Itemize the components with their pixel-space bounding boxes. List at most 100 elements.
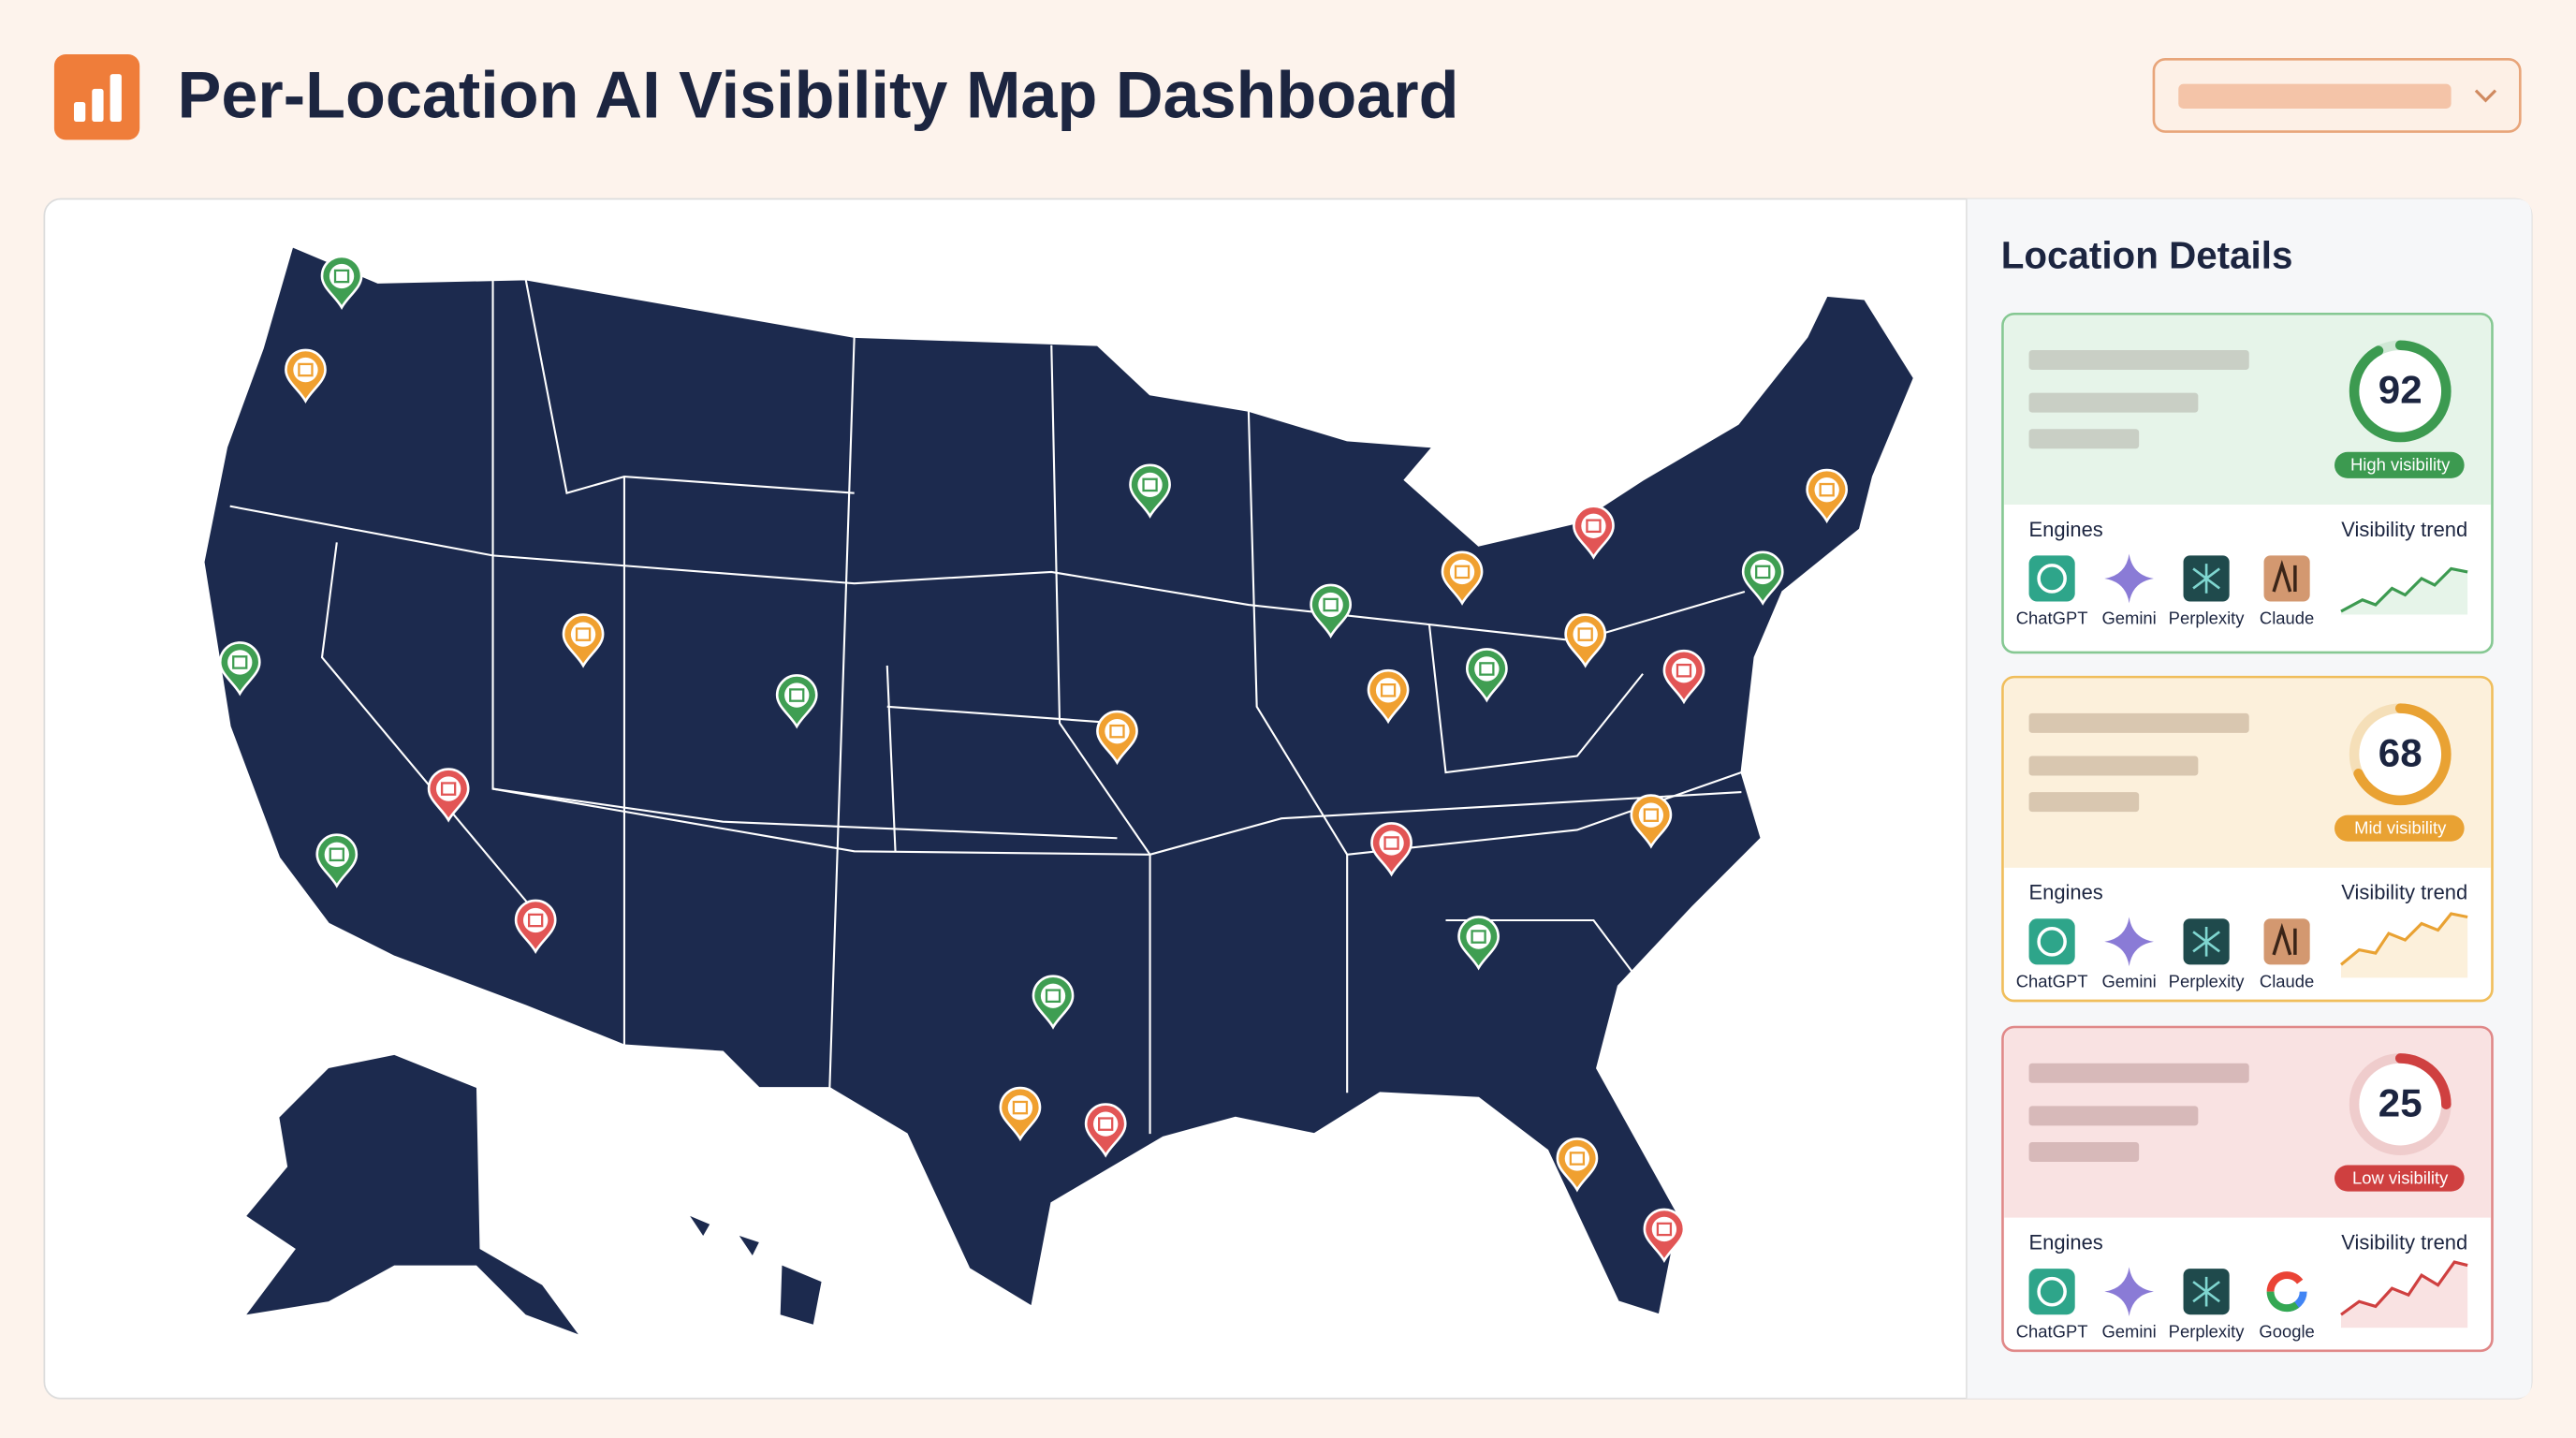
pin-center: [329, 263, 355, 289]
location-dropdown[interactable]: [2152, 58, 2522, 133]
pin-store-icon: [575, 627, 592, 641]
pin-center: [1449, 559, 1475, 585]
map-pin[interactable]: [514, 899, 557, 954]
trend-area: [2341, 1262, 2468, 1328]
map-pin[interactable]: [1564, 613, 1607, 668]
score-value: 25: [2378, 1080, 2422, 1124]
engine-glyph: [2266, 1291, 2299, 1313]
pin-center: [1814, 477, 1839, 503]
map-pin[interactable]: [1457, 916, 1500, 971]
engine-glyph: [2192, 564, 2220, 594]
engine-icon: [2104, 917, 2154, 967]
map-pin[interactable]: [1032, 975, 1075, 1030]
pin-store-icon: [1454, 565, 1471, 580]
map-pin[interactable]: [1662, 649, 1705, 705]
pin-store-icon: [1586, 519, 1602, 534]
location-pins: [218, 255, 1849, 1263]
map-pin[interactable]: [1370, 822, 1412, 877]
pin-center: [570, 622, 596, 647]
map-pin[interactable]: [1367, 668, 1410, 725]
pin-store-icon: [1380, 683, 1397, 697]
pin-store-icon: [298, 362, 314, 377]
pin-center: [1564, 1146, 1590, 1171]
map-pin[interactable]: [1310, 583, 1353, 639]
pin-store-icon: [1755, 565, 1771, 580]
map-pin[interactable]: [1096, 710, 1138, 766]
location-card[interactable]: 92 High visibility Engines Visibility trend…: [2001, 313, 2494, 654]
engine-icon: [2104, 1267, 2154, 1316]
pin-store-icon: [1819, 482, 1835, 497]
map-pin[interactable]: [315, 833, 359, 888]
status-label: Low visibility: [2352, 1167, 2449, 1187]
map-pin[interactable]: [320, 255, 363, 310]
map-pin[interactable]: [1806, 468, 1849, 524]
pin-store-icon: [1656, 1222, 1673, 1237]
engine-glyph: [2192, 1276, 2220, 1307]
location-card[interactable]: 68 Mid visibility Engines Visibility trend C…: [2001, 675, 2494, 1003]
map-pin[interactable]: [1129, 463, 1171, 519]
location-cards: 92 High visibility Engines Visibility trend…: [2001, 313, 2494, 1353]
map-pin[interactable]: [999, 1086, 1042, 1142]
map-pin[interactable]: [1573, 505, 1615, 560]
engines-label: Engines: [2029, 881, 2103, 904]
engine-name: Claude: [2260, 972, 2314, 991]
placeholder-text: [2028, 429, 2140, 449]
map-pin[interactable]: [1556, 1137, 1599, 1193]
pin-center: [1474, 656, 1500, 682]
panel-title: Location Details: [2001, 233, 2293, 276]
location-card[interactable]: 25 Low visibility Engines Visibility trend C…: [2001, 1025, 2494, 1353]
pin-center: [1651, 1216, 1677, 1242]
score-ring: [2349, 340, 2452, 443]
pin-center: [1466, 924, 1491, 949]
map-pin[interactable]: [218, 641, 261, 697]
engine-name: ChatGPT: [2016, 972, 2088, 991]
map-pin[interactable]: [1465, 648, 1508, 703]
pin-store-icon: [1323, 597, 1339, 612]
engine-name: Google: [2259, 1321, 2314, 1341]
trend-line: [2340, 566, 2468, 613]
pin-center: [1040, 983, 1066, 1008]
pin-store-icon: [440, 782, 457, 796]
map-pin[interactable]: [1441, 550, 1484, 606]
us-map: [202, 245, 1915, 1335]
pin-center: [1581, 513, 1606, 538]
pin-store-icon: [789, 688, 805, 702]
engine-name: Perplexity: [2169, 1321, 2246, 1341]
pin-store-icon: [232, 655, 248, 669]
pin-store-icon: [1098, 1117, 1114, 1131]
map-pin[interactable]: [285, 348, 327, 404]
pin-store-icon: [1045, 989, 1061, 1004]
engine-icon: [2028, 918, 2075, 965]
score-value: 68: [2378, 731, 2422, 775]
trend-label: Visibility trend: [2341, 518, 2467, 541]
map-pin[interactable]: [775, 674, 818, 729]
pin-center: [227, 650, 253, 675]
map-pin[interactable]: [1643, 1208, 1686, 1263]
pin-store-icon: [333, 269, 350, 284]
map-pin[interactable]: [1084, 1103, 1127, 1158]
engine-glyph: [2272, 922, 2297, 956]
trend-label: Visibility trend: [2341, 1231, 2467, 1255]
placeholder-text: [2028, 756, 2199, 776]
map-pin[interactable]: [1630, 794, 1673, 849]
engine-name: Perplexity: [2169, 609, 2246, 628]
placeholder-text: [2028, 712, 2249, 733]
engine-icon: [2028, 555, 2075, 602]
map-pin[interactable]: [1741, 550, 1784, 606]
engine-glyph: [2272, 560, 2297, 593]
pin-center: [1137, 472, 1163, 498]
pin-center: [1007, 1094, 1033, 1121]
engine-glyph: [2192, 927, 2220, 957]
pin-center: [1318, 592, 1343, 618]
pin-center: [1638, 802, 1664, 828]
engine-name: Claude: [2260, 609, 2314, 628]
map-pin[interactable]: [562, 613, 605, 668]
app-icon: [53, 54, 140, 140]
engine-glyph: [2037, 1276, 2067, 1307]
engine-glyph: [2266, 1271, 2304, 1292]
engine-glyph: [2037, 927, 2067, 957]
engine-name: ChatGPT: [2016, 1321, 2088, 1341]
map-pin[interactable]: [427, 768, 470, 823]
